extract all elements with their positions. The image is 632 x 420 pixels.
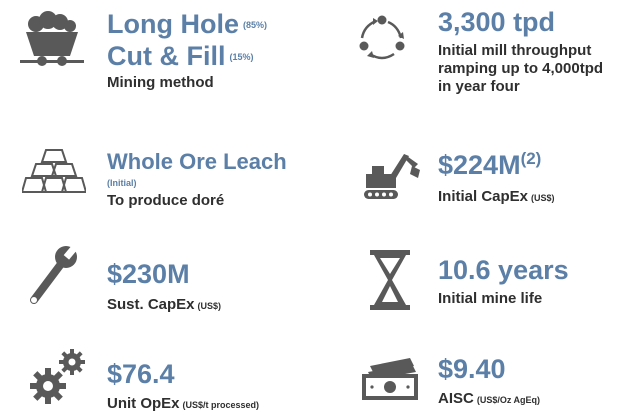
leach-note: (Initial) (107, 178, 137, 188)
throughput-line-1: Initial mill throughput (438, 42, 592, 59)
banknotes-icon (360, 358, 424, 402)
aisc-value: $9.40 (438, 354, 506, 384)
excavator-icon (362, 150, 422, 202)
mine-life-value: 10.6 years (438, 255, 569, 285)
sust-capex-label: Sust. CapEx (US$) (107, 296, 222, 313)
capex-label: Initial CapEx (US$) (438, 188, 555, 205)
hourglass-icon (370, 250, 410, 310)
mining-method-heading-1: Long Hole (85%) (107, 9, 267, 39)
mine-cart-icon (20, 10, 84, 68)
gears-icon (30, 346, 90, 406)
mining-method-label: Mining method (107, 74, 214, 91)
cycle-icon (354, 12, 410, 68)
leach-label: To produce doré (107, 192, 225, 209)
throughput-value: 3,300 tpd (438, 7, 556, 37)
aisc-label: AISC (US$/Oz AgEq) (438, 390, 541, 407)
leach-heading: Whole Ore Leach (107, 149, 287, 174)
opex-label: Unit OpEx (US$/t processed) (107, 395, 260, 412)
throughput-line-2: ramping up to 4,000tpd (438, 60, 604, 77)
wrench-icon (24, 244, 80, 308)
mine-life-label: Initial mine life (438, 290, 543, 307)
capex-value: $224M(2) (438, 149, 542, 180)
mining-method-heading-2: Cut & Fill (15%) (107, 41, 254, 71)
sust-capex-value: $230M (107, 259, 190, 289)
opex-value: $76.4 (107, 359, 175, 389)
gold-bars-icon (22, 146, 86, 202)
throughput-line-3: in year four (438, 78, 520, 95)
